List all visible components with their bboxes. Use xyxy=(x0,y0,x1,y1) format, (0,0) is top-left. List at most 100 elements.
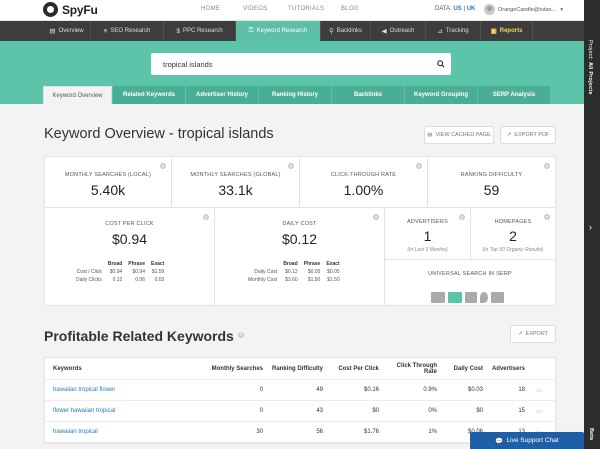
col-advertisers[interactable]: Advertisers xyxy=(491,365,525,372)
view-cached-page-button[interactable]: ▤ VIEW CACHED PAGE xyxy=(424,126,494,144)
user-menu[interactable]: OrangeCandle@tutan... ▼ xyxy=(484,4,564,15)
serp-label: UNIVERSAL SEARCH IN SERP xyxy=(428,271,512,277)
col-monthly-searches[interactable]: Monthly Searches xyxy=(211,365,263,372)
subtab-keyword-grouping[interactable]: Keyword Grouping xyxy=(405,86,477,104)
export-pdf-label: EXPORT PDF xyxy=(514,132,550,138)
advertisers-value: 1 xyxy=(423,228,432,244)
table-row: hawaiian tropical flower 0 49 $0.16 0.9%… xyxy=(45,380,555,401)
related-keywords-table: Keywords Monthly Searches Ranking Diffic… xyxy=(44,357,556,444)
nav-link-tutorials[interactable]: TUTORIALS xyxy=(288,6,325,12)
data-region-us[interactable]: US xyxy=(453,6,462,12)
export-label: EXPORT xyxy=(525,331,549,337)
col-broad: Broad xyxy=(107,261,123,267)
search-icon xyxy=(437,60,445,68)
tab-reports[interactable]: ▣ Reports xyxy=(481,21,533,41)
tab-ppc-research[interactable]: $ PPC Research xyxy=(164,21,236,41)
tab-label: Outreach xyxy=(389,28,415,34)
universal-search-card: UNIVERSAL SEARCH IN SERP xyxy=(384,259,556,306)
tab-seo-research[interactable]: ≡ SEO Research xyxy=(91,21,164,41)
chat-label: Live Support Chat xyxy=(506,437,559,444)
table-header-row: Keywords Monthly Searches Ranking Diffic… xyxy=(45,358,555,380)
subtab-advertiser-history[interactable]: Advertiser History xyxy=(186,86,258,104)
col-phrase: Phrase xyxy=(303,261,321,267)
col-exact: Exact xyxy=(326,261,340,267)
cell: $0.94 xyxy=(109,269,123,275)
data-region-label: DATA: xyxy=(435,6,452,12)
table-row: Daily Clicks 0.12 0.06 0.03 xyxy=(73,276,167,284)
help-icon[interactable]: ? xyxy=(544,214,550,220)
cell-advertisers: 15 xyxy=(518,408,525,414)
col-broad: Broad xyxy=(283,261,298,267)
chevron-right-icon[interactable]: › xyxy=(589,222,592,232)
live-support-chat-button[interactable]: 💬 Live Support Chat xyxy=(470,432,584,449)
help-icon[interactable]: ? xyxy=(288,163,294,169)
metric-card-monthly-global: ? MONTHLY SEARCHES (GLOBAL) 33.1k xyxy=(171,156,300,208)
daily-cost-table: Broad Phrase Exact Daily Cost $0.12 $0.05 $0.… xyxy=(245,260,343,284)
chart-icon: ⊿ xyxy=(437,28,443,35)
export-button[interactable]: ↗ EXPORT xyxy=(510,325,556,343)
nav-link-home[interactable]: HOME xyxy=(201,6,221,12)
add-to-list-icon[interactable]: ▭ xyxy=(536,408,542,415)
serp-feature-icons xyxy=(431,292,504,303)
help-icon[interactable]: ? xyxy=(203,214,209,220)
metric-value: 59 xyxy=(483,182,500,198)
megaphone-icon: ◀ xyxy=(381,28,387,35)
help-icon[interactable]: ? xyxy=(373,214,379,220)
cell: 0.03 xyxy=(154,277,165,283)
metric-card-ctr: ? CLICK-THROUGH RATE 1.00% xyxy=(299,156,428,208)
homepages-label: HOMEPAGES xyxy=(494,219,532,225)
tab-tracking[interactable]: ⊿ Tracking xyxy=(426,21,481,41)
metric-label: RANKING DIFFICULTY xyxy=(460,172,523,178)
news-icon xyxy=(431,292,445,303)
keyword-link[interactable]: hawaiian tropical flower xyxy=(53,387,116,393)
keyword-link[interactable]: hawaiian tropical xyxy=(53,429,98,435)
tab-overview[interactable]: ▤ Overview xyxy=(43,21,91,41)
cell: 0.06 xyxy=(135,277,145,283)
help-icon[interactable]: ? xyxy=(459,214,465,220)
subtab-serp-analysis[interactable]: SERP Analysis xyxy=(478,86,550,104)
help-icon[interactable]: ? xyxy=(160,163,166,169)
keyword-link[interactable]: flower hawaiian tropical xyxy=(53,408,116,414)
help-icon[interactable]: ? xyxy=(237,331,244,338)
tab-label: Tracking xyxy=(445,28,469,34)
export-pdf-button[interactable]: ↗ EXPORT PDF xyxy=(500,126,556,144)
nav-link-videos[interactable]: VIDEOS xyxy=(243,6,268,12)
add-to-list-icon[interactable]: ▭ xyxy=(536,387,542,394)
col-daily-cost[interactable]: Daily Cost xyxy=(453,365,483,372)
help-icon[interactable]: ? xyxy=(416,163,422,169)
tab-backlinks[interactable]: ⚲ Backlinks xyxy=(321,21,371,41)
spyfu-logo-icon xyxy=(43,2,58,17)
table-row: flower hawaiian tropical 0 43 $0 0% $0 1… xyxy=(45,401,555,422)
tab-label: SEO Research xyxy=(110,28,151,34)
search-input[interactable] xyxy=(151,59,431,69)
tab-outreach[interactable]: ◀ Outreach xyxy=(371,21,426,41)
col-click-through-rate[interactable]: Click Through Rate xyxy=(396,362,437,375)
col-cost-per-click[interactable]: Cost Per Click xyxy=(338,365,379,372)
subtab-related-keywords[interactable]: Related Keywords xyxy=(113,86,185,104)
cell: 0.12 xyxy=(112,277,123,283)
subtab-backlinks[interactable]: Backlinks xyxy=(332,86,404,104)
col-keywords[interactable]: Keywords xyxy=(53,365,82,372)
projects-sidebar[interactable]: Project: All Projects › Beta xyxy=(584,0,600,449)
subtab-keyword-overview[interactable]: Keyword Overview xyxy=(43,86,112,104)
advertisers-sub: (In Last 3 Months) xyxy=(407,247,448,253)
nav-link-blog[interactable]: BLOG xyxy=(341,6,359,12)
metric-value: 1.00% xyxy=(343,182,384,198)
tab-label: Reports xyxy=(499,28,523,34)
table-row: Cost / Click $0.94 $0.94 $1.59 xyxy=(73,268,167,276)
cell: $0.05 xyxy=(327,269,340,275)
row-label: Monthly Cost xyxy=(248,277,278,283)
ppc-icon: $ xyxy=(176,27,180,35)
spyfu-logo[interactable]: SpyFu xyxy=(43,2,98,17)
search-hero: Keyword Overview Related Keywords Advert… xyxy=(0,41,584,104)
app-name: SpyFu xyxy=(62,2,98,17)
help-icon[interactable]: ? xyxy=(544,163,550,169)
col-ranking-difficulty[interactable]: Ranking Difficulty xyxy=(271,365,323,372)
key-icon: ⚿ xyxy=(248,27,254,34)
subtab-ranking-history[interactable]: Ranking History xyxy=(259,86,331,104)
cell-searches: 30 xyxy=(256,429,263,435)
tab-keyword-research[interactable]: ⚿ Keyword Research xyxy=(236,21,321,41)
search-button[interactable] xyxy=(431,53,451,75)
cell: $1.50 xyxy=(327,277,340,283)
data-region-uk[interactable]: UK xyxy=(466,6,476,12)
